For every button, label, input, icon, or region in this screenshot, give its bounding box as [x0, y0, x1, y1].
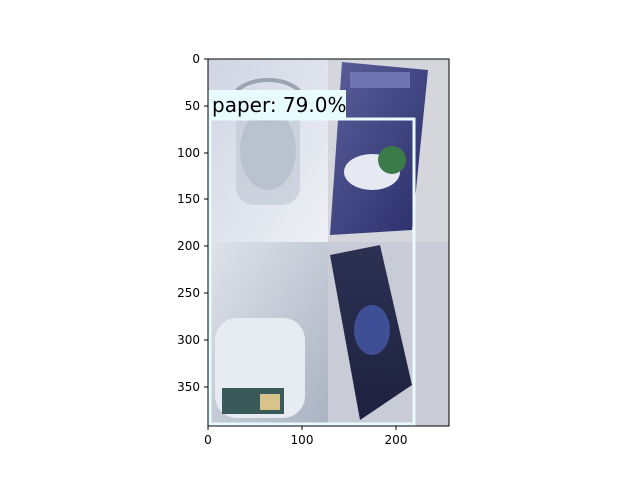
y-axis: 0 50 100 150 200 250 300 350 [177, 52, 208, 394]
detection-label: paper: 79.0% [212, 93, 346, 117]
y-tick-label: 250 [177, 286, 200, 300]
x-axis: 0 100 200 [204, 426, 407, 447]
y-tick-label: 200 [177, 239, 200, 253]
x-tick-label: 0 [204, 433, 212, 447]
axes-frame [207, 58, 450, 427]
y-tick-label: 150 [177, 192, 200, 206]
y-tick-label: 50 [185, 99, 200, 113]
detection-label-group: paper: 79.0% [208, 90, 346, 119]
plastic-bottle-tile [208, 242, 328, 426]
magazine-tile [328, 59, 449, 242]
x-tick-label: 200 [385, 433, 408, 447]
y-tick-label: 0 [192, 52, 200, 66]
detection-label-background [208, 90, 346, 119]
y-tick-label: 350 [177, 380, 200, 394]
glass-jar-tile [208, 59, 328, 242]
y-tick-label: 300 [177, 333, 200, 347]
brochure-tile [328, 242, 449, 426]
x-tick-label: 100 [291, 433, 314, 447]
photo-mosaic [208, 59, 449, 426]
y-tick-label: 100 [177, 146, 200, 160]
